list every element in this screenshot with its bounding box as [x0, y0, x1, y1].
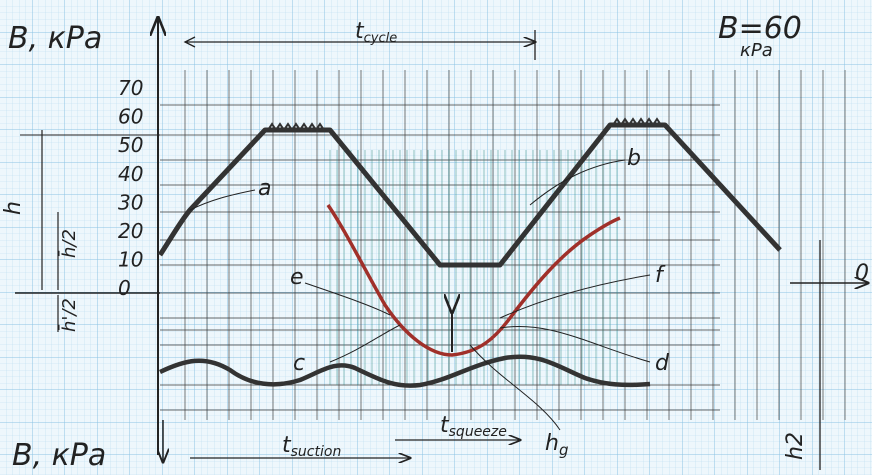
point-e: e	[290, 265, 304, 290]
scale-labels: 70 60 50 40 30 20 10 0	[118, 76, 143, 300]
hg-label: hg	[545, 431, 568, 459]
h2-label: h2	[783, 432, 808, 460]
scale-label: 70	[118, 76, 143, 100]
leaders	[189, 159, 651, 363]
half-lower: h̄'/2	[58, 298, 80, 332]
arrow-head	[183, 36, 196, 48]
point-a: a	[258, 176, 271, 201]
subscript: squeeze	[449, 424, 507, 440]
h: h	[545, 431, 559, 456]
pressure-red-curve	[326, 204, 621, 357]
point-b: b	[627, 146, 641, 171]
h-label: h	[1, 201, 26, 215]
den: 2	[59, 229, 80, 240]
pressure-curve	[157, 122, 782, 268]
point-f: f	[655, 263, 666, 288]
subscript: suction	[291, 444, 342, 460]
point-c: c	[293, 351, 305, 376]
scale-label: 30	[118, 190, 143, 214]
den: 2	[59, 298, 80, 309]
t: t	[355, 19, 365, 44]
point-d: d	[655, 351, 670, 376]
axis-label-bottom: B, кPa	[12, 438, 106, 473]
num: h̄'	[58, 316, 80, 332]
axis-label-top: B, кPa	[8, 21, 102, 56]
setting-unit: кPa	[740, 40, 773, 61]
half-upper: h̄/2	[58, 229, 80, 258]
scale-label: 10	[118, 248, 143, 272]
num: h̄	[58, 247, 80, 258]
scale-label: 50	[118, 133, 143, 157]
scale-label: 0	[118, 276, 131, 300]
scale-label: 20	[118, 219, 143, 243]
subscript: cycle	[364, 31, 398, 46]
setting-value: B=60	[718, 11, 802, 46]
t: t	[282, 433, 292, 458]
suction-label: tsuction	[282, 433, 341, 460]
cycle-label: tcycle	[355, 19, 397, 46]
leader	[469, 344, 561, 431]
peak-ripple	[267, 117, 662, 132]
squeeze-label: tsqueeze	[440, 413, 507, 440]
scale-label: 60	[118, 105, 143, 129]
subscript: g	[559, 441, 569, 459]
right-zero: 0	[855, 261, 869, 286]
t: t	[440, 413, 450, 438]
stroke-curve	[159, 354, 651, 388]
scale-label: 40	[118, 162, 143, 186]
